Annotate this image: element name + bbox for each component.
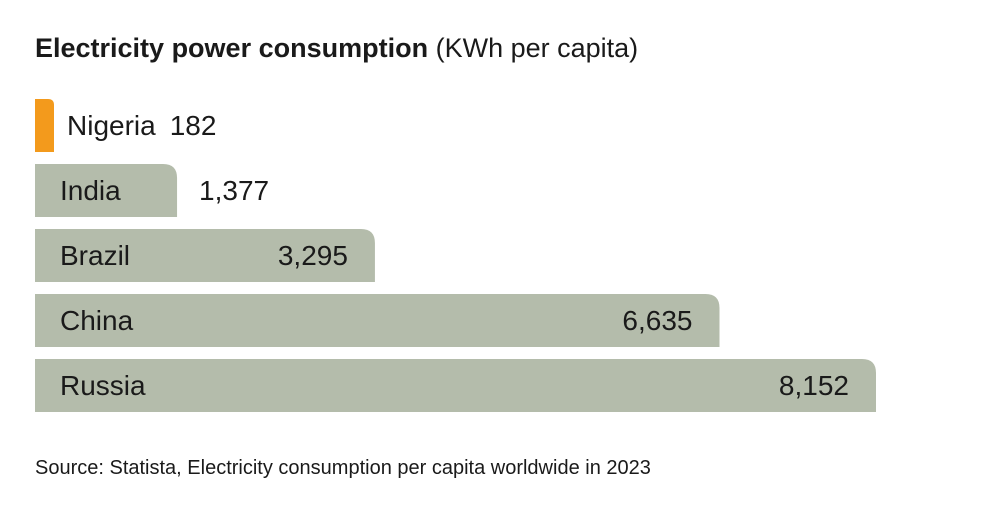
bar-nigeria — [35, 99, 54, 152]
bar-value-russia: 8,152 — [779, 370, 849, 401]
bar-chart: Nigeria 182 India 1,377 Brazil 3,295 China 6,63… — [35, 99, 876, 412]
bar-label-brazil: Brazil — [60, 240, 130, 271]
bar-value-china: 6,635 — [622, 305, 692, 336]
bar-value-brazil: 3,295 — [278, 240, 348, 271]
bar-label-russia: Russia — [60, 370, 146, 401]
bar-value-nigeria: 182 — [170, 110, 217, 141]
chart-title-unit: (KWh per capita) — [435, 33, 639, 63]
bar-label-nigeria: Nigeria — [67, 110, 156, 141]
bar-india — [35, 164, 178, 217]
chart-title: Electricity power consumption (KWh per c… — [35, 30, 638, 66]
source-note: Source: Statista, Electricity consumptio… — [35, 457, 651, 479]
bar-russia — [35, 359, 876, 412]
bar-value-india: 1,377 — [199, 175, 269, 206]
bar-label-india: India — [60, 175, 121, 206]
bar-china — [35, 294, 720, 347]
bar-label-china: China — [60, 305, 134, 336]
chart-title-main: Electricity power consumption — [35, 33, 429, 63]
bar-brazil — [35, 229, 375, 282]
